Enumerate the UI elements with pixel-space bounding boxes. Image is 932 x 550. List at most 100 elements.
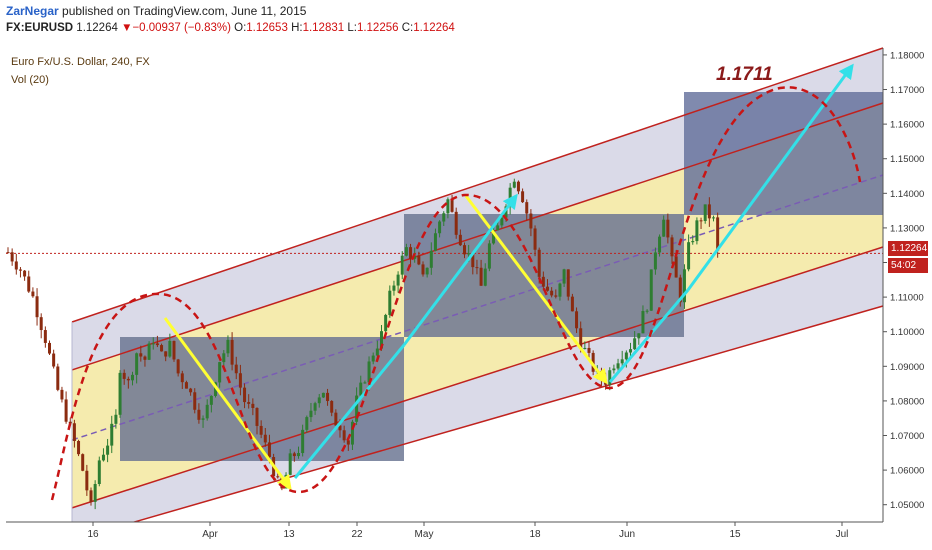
candle-body <box>122 372 126 379</box>
candle-body <box>467 253 471 255</box>
candle-body <box>637 333 641 339</box>
candle-body <box>463 245 466 255</box>
candle-body <box>633 338 637 350</box>
open-value: 1.12653 <box>246 22 288 34</box>
channel-midline <box>71 174 884 441</box>
price-tick-label: 1.08000 <box>890 396 924 407</box>
candle-body <box>554 295 558 297</box>
candle-body <box>670 237 674 257</box>
candle-body <box>259 425 263 435</box>
candle-body <box>400 255 404 275</box>
author-link[interactable]: ZarNegar <box>6 4 59 18</box>
yellow-arrow-2 <box>464 195 608 385</box>
candle-body <box>255 407 259 426</box>
candle-body <box>438 221 442 234</box>
candle-body <box>446 199 450 214</box>
candle-body <box>350 421 354 445</box>
candle-body <box>27 276 31 292</box>
price-tick-label: 1.13000 <box>890 223 924 234</box>
candle-body <box>6 252 10 254</box>
candle-body <box>126 378 130 381</box>
candle-body <box>620 359 624 364</box>
candle-body <box>131 374 134 381</box>
candle-body <box>591 352 595 372</box>
candle-body <box>450 199 454 212</box>
time-tick-label: Jun <box>619 529 635 540</box>
candle-body <box>666 219 670 238</box>
candle-body <box>334 412 338 426</box>
candle-body <box>143 356 147 360</box>
series-legend[interactable]: Euro Fx/U.S. Dollar, 240, FX <box>11 56 150 68</box>
range-box-3-overlay <box>684 92 883 215</box>
candle-body <box>707 204 711 219</box>
low-value: 1.12256 <box>356 22 399 34</box>
candle-body <box>712 217 715 219</box>
candle-body <box>321 392 325 398</box>
candle-body <box>209 395 213 405</box>
candle-body <box>297 453 300 457</box>
candle-body <box>330 401 334 413</box>
low-label: L: <box>347 22 357 34</box>
candle-body <box>658 236 662 253</box>
candle-body <box>64 399 68 422</box>
price-tick-label: 1.05000 <box>890 500 924 511</box>
candle-body <box>147 343 151 360</box>
candle-body <box>243 387 247 403</box>
publish-info: ZarNegar published on TradingView.com, J… <box>6 4 306 18</box>
candle-body <box>222 353 226 363</box>
candle-body <box>52 353 56 367</box>
channel-line-inner-top <box>71 102 884 371</box>
candle-body <box>375 348 379 356</box>
candle-body <box>77 440 81 455</box>
candle-body <box>504 206 508 218</box>
target-annotation: 1.1711 <box>716 64 773 85</box>
time-tick-label: 15 <box>729 529 741 540</box>
candle-body <box>288 453 292 475</box>
candle-body <box>68 421 72 424</box>
candle-body <box>546 286 549 291</box>
candle-body <box>417 255 421 265</box>
ohlc-line: FX:EURUSD 1.12264 ▼−0.00937 (−0.83%) O:1… <box>6 22 455 34</box>
price-tick-label: 1.14000 <box>890 189 924 200</box>
price-tick-label: 1.06000 <box>890 466 924 477</box>
candle-body <box>10 252 14 262</box>
candle-body <box>305 417 309 430</box>
candle-body <box>608 370 612 385</box>
candle-body <box>691 241 695 243</box>
candle-body <box>521 191 525 203</box>
candle-body <box>14 261 18 270</box>
candle-body <box>230 339 234 365</box>
candle-body <box>197 409 201 420</box>
channel-line-outer-bottom <box>71 305 884 541</box>
candle-body <box>346 440 350 445</box>
candle-body <box>193 392 197 410</box>
candle-body <box>247 402 251 404</box>
candle-body <box>413 255 417 259</box>
candle-body <box>313 403 317 411</box>
candle-body <box>81 454 85 471</box>
candle-body <box>189 388 193 393</box>
candle-body <box>355 395 359 422</box>
price-tick-label: 1.09000 <box>890 362 924 373</box>
candle-body <box>359 382 363 396</box>
candle-body <box>541 276 545 287</box>
candle-body <box>533 228 537 250</box>
candle-body <box>135 353 139 375</box>
candle-body <box>184 382 188 389</box>
candle-body <box>525 202 529 214</box>
candle-body <box>89 490 93 502</box>
time-tick-label: May <box>415 529 434 540</box>
time-tick-label: 13 <box>283 529 295 540</box>
candle-body <box>342 430 346 441</box>
volume-legend[interactable]: Vol (20) <box>11 74 49 86</box>
candle-body <box>716 217 720 251</box>
time-tick-label: 16 <box>87 529 99 540</box>
candle-body <box>263 434 267 443</box>
candle-body <box>292 453 296 457</box>
price-tick-label: 1.11000 <box>890 293 924 304</box>
candle-body <box>404 247 408 256</box>
candle-body <box>226 339 230 354</box>
candle-body <box>496 225 500 231</box>
candle-body <box>616 363 620 369</box>
